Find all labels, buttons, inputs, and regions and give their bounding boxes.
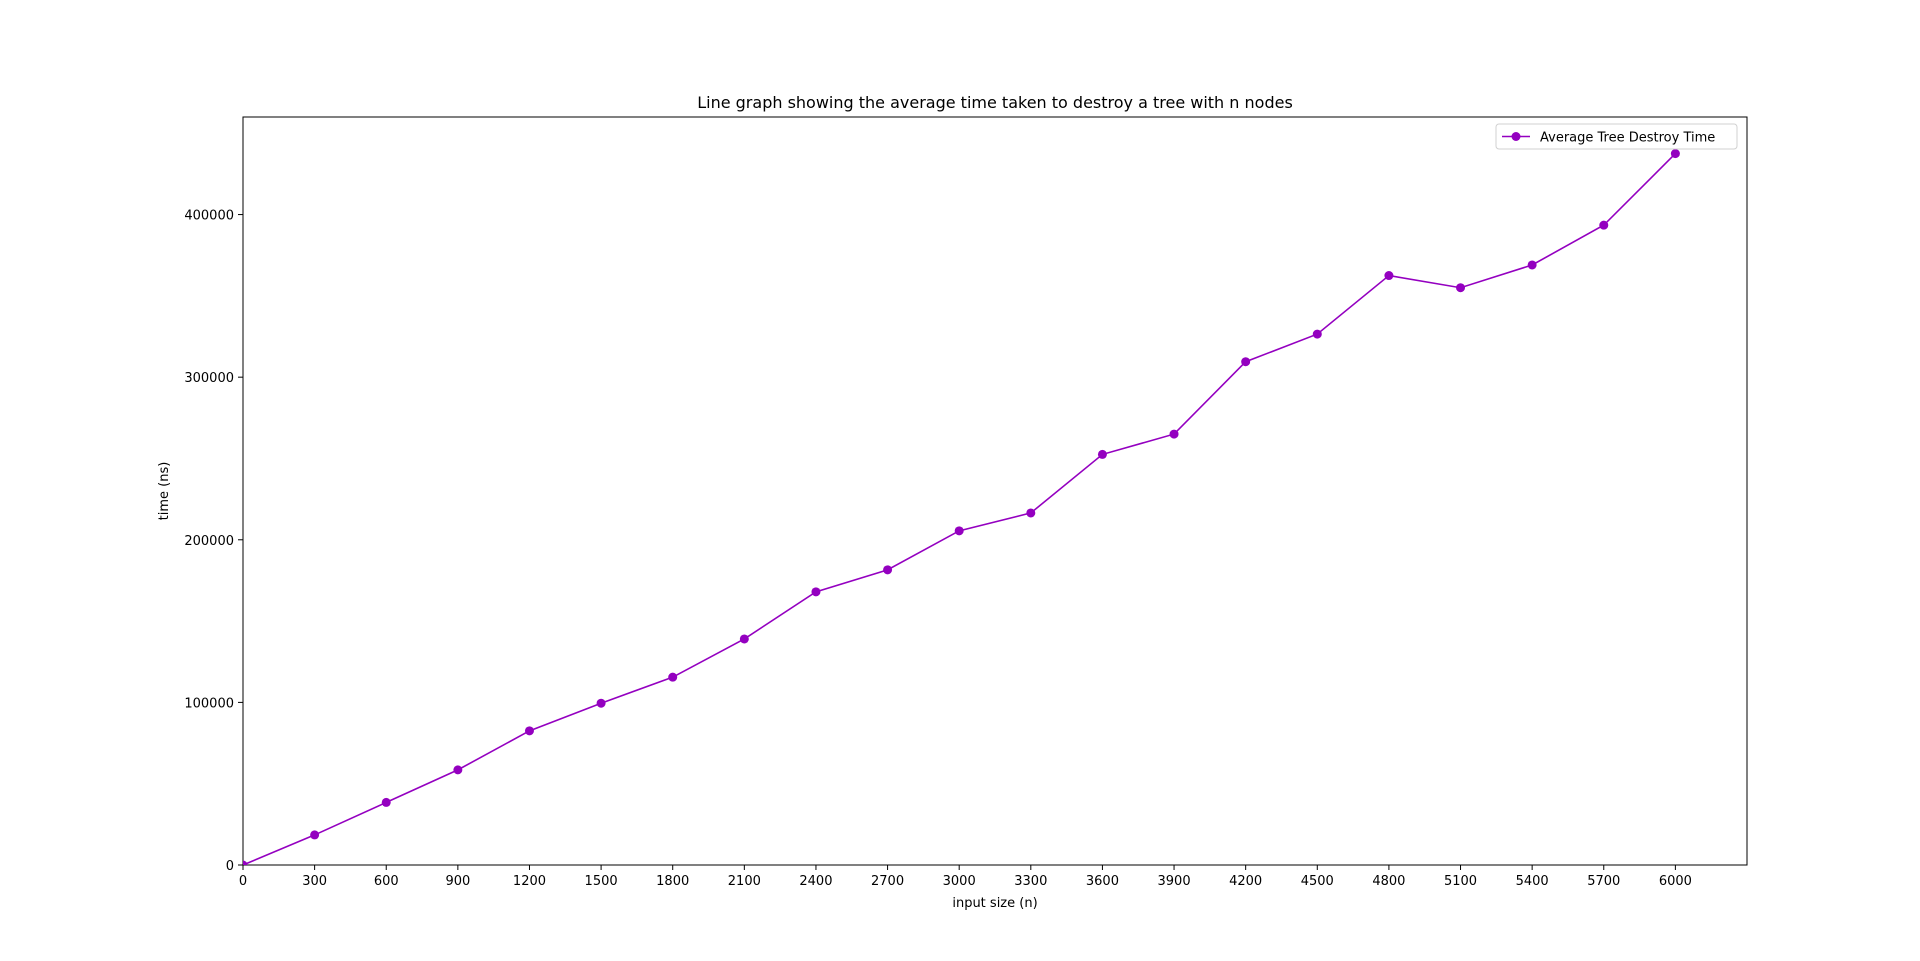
data-point [739, 634, 749, 644]
data-point [1456, 283, 1466, 293]
y-axis: 0 100000 200000 300000 400000 [184, 209, 243, 874]
legend-marker [1511, 132, 1521, 141]
series-group [243, 149, 1680, 865]
data-point [1097, 449, 1107, 459]
y-tick-label: 300000 [184, 371, 234, 386]
data-point [1169, 429, 1179, 439]
x-tick-label: 5700 [1587, 874, 1620, 889]
data-point [243, 860, 248, 865]
x-axis-label: input size (n) [952, 896, 1037, 911]
data-point [1527, 260, 1537, 270]
data-point [1241, 357, 1251, 367]
data-point [668, 672, 678, 682]
x-tick-label: 4200 [1229, 874, 1262, 889]
x-tick-label: 5400 [1516, 874, 1549, 889]
y-tick-label: 100000 [184, 696, 234, 711]
data-point [811, 587, 821, 597]
x-tick-label: 4500 [1301, 874, 1334, 889]
data-point [1599, 220, 1609, 230]
data-point [310, 830, 320, 840]
data-point [381, 797, 391, 807]
x-tick-label: 2400 [799, 874, 832, 889]
x-tick-label: 900 [445, 874, 470, 889]
x-tick-label: 3000 [943, 874, 976, 889]
x-tick-label: 5100 [1444, 874, 1477, 889]
x-tick-label: 1200 [513, 874, 546, 889]
x-tick-label: 1800 [656, 874, 689, 889]
x-tick-label: 3900 [1158, 874, 1191, 889]
data-point [1026, 508, 1036, 518]
data-point [954, 526, 964, 536]
x-tick-label: 0 [239, 874, 247, 889]
chart-title: Line graph showing the average time take… [697, 93, 1293, 112]
y-axis-label: time (ns) [157, 462, 172, 521]
data-point [453, 765, 463, 775]
x-tick-label: 2100 [728, 874, 761, 889]
x-axis: 0 300 600 900 1200 1500 1800 2100 2400 2700 3000 33… [239, 865, 1692, 889]
x-tick-label: 4800 [1372, 874, 1405, 889]
data-point [1384, 271, 1394, 281]
y-tick-label: 200000 [184, 534, 234, 549]
data-point [883, 565, 893, 575]
legend-box [1495, 123, 1738, 150]
data-point [1670, 149, 1680, 159]
series-line [243, 153, 1676, 865]
x-tick-label: 1500 [585, 874, 618, 889]
data-point [596, 698, 606, 708]
legend: Average Tree Destroy Time [1495, 123, 1738, 150]
x-tick-label: 3300 [1014, 874, 1047, 889]
plot-frame [242, 116, 1748, 866]
y-tick-label: 0 [226, 859, 234, 874]
x-tick-label: 600 [374, 874, 399, 889]
x-tick-label: 3600 [1086, 874, 1119, 889]
x-tick-label: 300 [302, 874, 327, 889]
data-point [524, 726, 534, 736]
y-tick-label: 400000 [184, 209, 234, 224]
data-point [1312, 329, 1322, 339]
x-tick-label: 2700 [871, 874, 904, 889]
series-layer [243, 149, 1680, 865]
legend-label: Average Tree Destroy Time [1540, 131, 1715, 146]
x-tick-label: 6000 [1659, 874, 1692, 889]
